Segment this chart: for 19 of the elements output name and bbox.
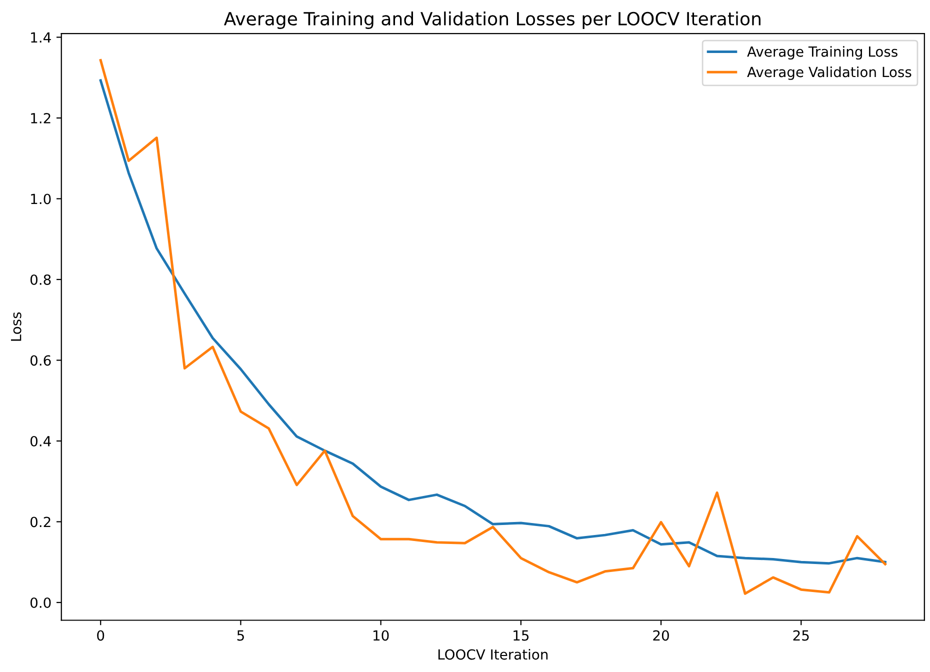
legend-label: Average Training Loss [747,46,898,60]
x-tick-label: 0 [97,630,104,641]
y-tick-label: 0.8 [30,274,51,285]
x-tick-label: 20 [653,630,669,641]
y-tick-label: 0.4 [30,436,51,446]
legend-label: Average Validation Loss [747,66,912,80]
y-tick-label: 0.6 [30,355,51,366]
y-tick-label: 1.4 [31,32,51,43]
y-tick-label: 0.0 [30,597,51,608]
x-tick-label: 10 [374,630,389,641]
y-tick-label: 1.2 [31,112,50,124]
x-tick-label: 5 [237,630,244,641]
y-tick-label: 1.0 [31,194,51,204]
y-axis-title: Loss [11,312,22,341]
chart-title: Average Training and Validation Losses per LOOCV Iteration [224,12,760,30]
x-tick-label: 25 [793,630,809,641]
y-tick-label: 0.2 [30,516,50,528]
x-tick-label: 15 [514,630,529,641]
x-axis-title: LOOCV Iteration [438,648,548,660]
